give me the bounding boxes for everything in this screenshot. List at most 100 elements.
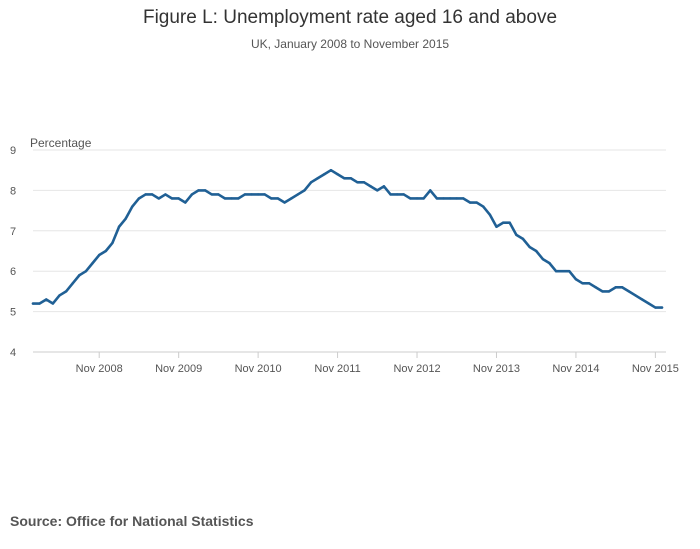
data-point [349,177,353,180]
data-point [508,221,511,224]
data-point [607,290,611,293]
data-point [495,225,498,228]
data-point [515,233,518,237]
data-point [329,169,333,172]
data-point [409,197,412,200]
data-point [91,261,94,265]
data-point [482,205,485,208]
data-point [475,201,478,204]
data-point [98,253,101,257]
x-tick-label: Nov 2013 [473,363,520,375]
data-point [184,201,187,204]
data-point [660,306,664,309]
data-point [587,282,591,285]
data-point [210,193,213,196]
data-point [647,302,650,305]
data-point [621,286,624,289]
x-tick-label: Nov 2014 [552,363,599,375]
data-point [197,189,200,192]
data-point [362,181,366,184]
data-points [31,169,664,309]
data-point [117,225,121,228]
data-point [554,270,558,273]
data-point [296,193,300,196]
data-point [230,197,233,200]
data-point [283,201,286,204]
data-point [382,185,386,188]
data-point [640,298,644,301]
data-point [422,197,425,200]
data-point [376,189,379,192]
data-point [104,249,108,253]
data-point [568,270,571,273]
chart-subtitle: UK, January 2008 to November 2015 [250,37,450,51]
data-point [594,286,597,289]
data-point [263,193,266,196]
data-point [336,173,339,176]
data-point [38,302,41,305]
data-point [137,197,141,200]
data-point [270,197,273,200]
data-point [448,197,452,200]
data-point [402,193,405,196]
y-axis-label: Percentage [30,136,92,150]
data-point [614,286,617,289]
y-tick-label: 7 [10,226,16,238]
data-point [356,181,359,184]
data-point [303,189,306,192]
data-point [256,193,260,196]
data-point [316,177,319,180]
y-tick-label: 8 [10,185,16,197]
data-point [369,185,372,188]
data-point [250,193,253,196]
data-point [415,197,419,200]
data-point [157,197,160,200]
data-point [144,193,147,196]
data-point [290,197,293,200]
data-point [634,294,637,297]
data-point [150,193,154,196]
data-point [217,193,220,196]
data-point [455,197,458,200]
gridlines [33,149,666,353]
data-point [71,282,74,285]
data-point [435,197,439,200]
data-point [237,197,240,200]
data-point [541,257,545,261]
data-point [528,245,531,249]
data-point [84,270,88,273]
data-point [177,197,180,200]
data-point [395,193,399,196]
y-tick-label: 4 [10,347,16,359]
data-point [462,197,465,200]
data-point [111,241,114,245]
data-point [124,217,127,220]
data-point [601,290,604,293]
data-point [78,274,81,277]
data-point [58,294,61,297]
data-point [561,270,564,273]
data-point [203,189,207,192]
data-point [243,193,247,196]
data-point [521,237,525,241]
chart-title: Figure L: Unemployment rate aged 16 and … [142,7,558,28]
x-tick-label: Nov 2010 [235,363,282,375]
x-axis-ticks: Nov 2008 Nov 2009 Nov 2010 Nov 2011 Nov 2012… [76,352,679,375]
data-point [223,197,227,200]
data-point [548,261,551,265]
data-point [342,177,346,180]
source-note: Source: Office for National Statistics [10,513,254,529]
data-point [170,197,174,200]
y-tick-label: 6 [10,266,16,278]
data-point [64,290,68,293]
data-point [581,282,584,285]
data-point [45,298,48,301]
x-tick-label: Nov 2015 [632,363,679,375]
x-tick-label: Nov 2009 [155,363,202,375]
data-point [468,201,472,204]
data-point [429,189,432,192]
data-point [164,193,167,196]
x-tick-label: Nov 2012 [393,363,440,375]
y-axis-ticks: 4 5 6 7 8 9 [10,145,16,359]
